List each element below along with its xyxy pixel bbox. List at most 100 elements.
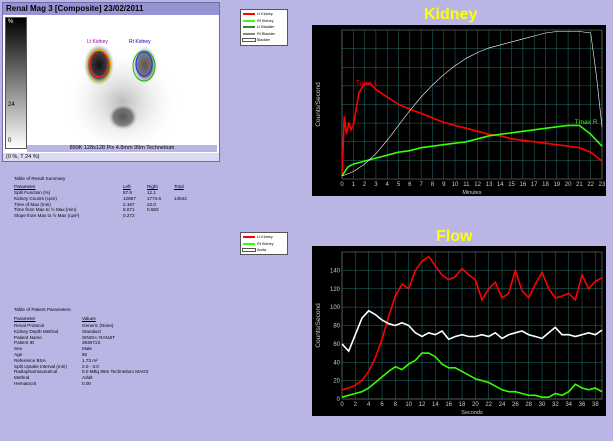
y-tick-label: 20 bbox=[333, 379, 340, 385]
legend-label: Bladder bbox=[257, 38, 271, 43]
legend-item[interactable]: Rt Kidney bbox=[241, 241, 287, 247]
kidney-chart-title: Kidney bbox=[424, 6, 478, 23]
x-tick-label: 12 bbox=[474, 182, 481, 188]
legend-swatch bbox=[243, 242, 255, 245]
patient-row-cell: Age bbox=[14, 352, 23, 357]
x-axis-label: Seconds bbox=[461, 410, 483, 416]
result-header-parameter: Parameter bbox=[14, 184, 36, 189]
x-tick-label: 2 bbox=[363, 182, 367, 188]
x-tick-label: 9 bbox=[442, 182, 446, 188]
x-tick-label: 32 bbox=[552, 402, 559, 408]
patient-row-cell: Hematocrit bbox=[14, 381, 37, 386]
y-tick-label: 0 bbox=[337, 397, 341, 403]
result-row-cell: Slope from Max to ½ Max (cps²) bbox=[14, 213, 80, 219]
legend-item[interactable]: Lt Kidney bbox=[241, 234, 287, 240]
renal-scan-image[interactable]: Lt Kidney Rt Kidney bbox=[27, 17, 217, 157]
x-tick-label: 20 bbox=[472, 402, 479, 408]
x-tick-label: 3 bbox=[374, 182, 378, 188]
legend-label: Rt Bladder bbox=[257, 31, 275, 36]
patient-row-cell: Sex bbox=[14, 346, 22, 352]
result-row-cell: 6.071 bbox=[123, 207, 135, 213]
flow-chart[interactable]: 0 2 4 6 8 10 12 14 16 18 20 22 24 26 28 30 32 34 36 3802040… bbox=[312, 246, 606, 416]
x-axis-label: Minutes bbox=[462, 190, 482, 196]
y-axis-label: Counts/Second bbox=[315, 303, 322, 348]
legend-item[interactable]: Bladder bbox=[241, 37, 287, 43]
y-axis-label: Counts/Second bbox=[315, 82, 322, 127]
series-line-aorta[interactable] bbox=[341, 309, 603, 353]
patient-row-cell: Method bbox=[14, 375, 30, 381]
x-tick-label: 16 bbox=[445, 402, 452, 408]
legend-item[interactable]: Rt Bladder bbox=[241, 31, 287, 37]
patient-row-cell: Renal Protocol bbox=[14, 323, 45, 328]
y-tick-label: 40 bbox=[333, 360, 340, 366]
legend-item[interactable]: Lt Bladder bbox=[241, 24, 287, 30]
x-tick-label: 8 bbox=[394, 402, 398, 408]
series-line-bladder[interactable] bbox=[341, 31, 603, 177]
patient-row-cell: Reference BSA bbox=[14, 357, 46, 363]
colorbar-bottom-label: 0 bbox=[8, 138, 12, 144]
kidney-chart-legend[interactable]: Lt Kidney Rt Kidney Lt Bladder Rt Bladder Bl… bbox=[240, 9, 288, 46]
x-tick-label: 4 bbox=[367, 402, 371, 408]
result-row-cell: 22.0 bbox=[147, 201, 156, 207]
legend-label: Rt Kidney bbox=[257, 18, 274, 23]
patient-row-cell: 393071X bbox=[82, 340, 101, 346]
x-tick-label: 26 bbox=[512, 402, 519, 408]
result-row-cell: Time of Max (min) bbox=[14, 201, 51, 207]
x-tick-label: 0 bbox=[340, 182, 344, 188]
legend-label: Lt Bladder bbox=[257, 25, 275, 30]
legend-item[interactable]: Aorta bbox=[241, 247, 287, 253]
patient-row-cell: 60 bbox=[82, 352, 88, 357]
patient-table-title: Table of Patient Parameters bbox=[14, 307, 71, 312]
legend-item[interactable]: Rt Kidney bbox=[241, 18, 287, 24]
x-tick-label: 20 bbox=[565, 182, 572, 188]
series-line-lt-kidney[interactable] bbox=[341, 82, 603, 177]
color-scale-bar[interactable]: % 24 0 bbox=[5, 17, 27, 149]
patient-row-cell: 1.73 m² bbox=[82, 357, 98, 363]
patient-row-cell: 0.0 MBq 99m Technetium MAG3 bbox=[82, 369, 149, 375]
series-line-rt-kidney[interactable] bbox=[341, 352, 603, 398]
x-tick-label: 6 bbox=[408, 182, 412, 188]
legend-item[interactable]: Lt Kidney bbox=[241, 11, 287, 17]
scan-image-svg: Lt Kidney Rt Kidney bbox=[27, 17, 217, 157]
x-tick-label: 1 bbox=[352, 182, 356, 188]
x-tick-label: 36 bbox=[579, 402, 586, 408]
x-tick-label: 28 bbox=[525, 402, 532, 408]
series-line-lt-kidney[interactable] bbox=[341, 255, 603, 391]
legend-label: Lt Kidney bbox=[257, 235, 273, 239]
x-tick-label: 38 bbox=[592, 402, 599, 408]
x-tick-label: 5 bbox=[397, 182, 401, 188]
result-header-left: Left bbox=[123, 184, 131, 189]
legend-swatch bbox=[242, 38, 256, 43]
x-tick-label: 14 bbox=[432, 402, 439, 408]
roi-left-label: Lt Kidney bbox=[87, 39, 108, 45]
patient-row-cell: Standard bbox=[82, 328, 101, 334]
x-tick-label: 34 bbox=[565, 402, 572, 408]
x-tick-label: 11 bbox=[463, 182, 470, 188]
scan-window[interactable]: Renal Mag 3 [Composite] 23/02/2011 % 24 … bbox=[2, 2, 220, 162]
kidney-renogram-chart[interactable]: 0 1 2 3 4 5 6 7 8 9 10 11 12 13 14 15 16 17 18 19 20 21 22 23Mi… bbox=[312, 25, 606, 196]
x-tick-label: 10 bbox=[452, 182, 459, 188]
result-row-cell: 0.583 bbox=[147, 207, 159, 213]
scan-status-bar: (0 %, T 24 %) bbox=[3, 153, 219, 161]
result-header-right: Right bbox=[147, 184, 158, 189]
flow-chart-legend[interactable]: Lt Kidney Rt Kidney Aorta bbox=[240, 232, 288, 255]
legend-label: Aorta bbox=[257, 248, 267, 253]
roi-right-label: Rt Kidney bbox=[129, 39, 151, 45]
series-line-rt-kidney[interactable] bbox=[341, 124, 603, 177]
x-tick-label: 18 bbox=[542, 182, 549, 188]
legend-swatch bbox=[243, 236, 255, 238]
result-row-cell: 1774.6 bbox=[147, 195, 162, 201]
plot-frame bbox=[341, 251, 603, 400]
x-tick-label: 16 bbox=[520, 182, 527, 188]
right-kidney-roi bbox=[135, 51, 153, 77]
legend-swatch bbox=[243, 32, 255, 35]
right-kidney-bg-roi bbox=[132, 50, 156, 82]
x-tick-label: 10 bbox=[405, 402, 412, 408]
patient-header-parameter: Parameter bbox=[14, 316, 36, 321]
x-tick-label: 7 bbox=[419, 182, 423, 188]
y-tick-label: 120 bbox=[330, 287, 341, 293]
patient-row-cell: Split Uptake Interval (min) bbox=[14, 363, 67, 369]
x-tick-label: 21 bbox=[576, 182, 583, 188]
patient-row-cell: SINGH, RANJIT bbox=[82, 334, 116, 340]
patient-row-cell: Patient Name bbox=[14, 334, 42, 340]
